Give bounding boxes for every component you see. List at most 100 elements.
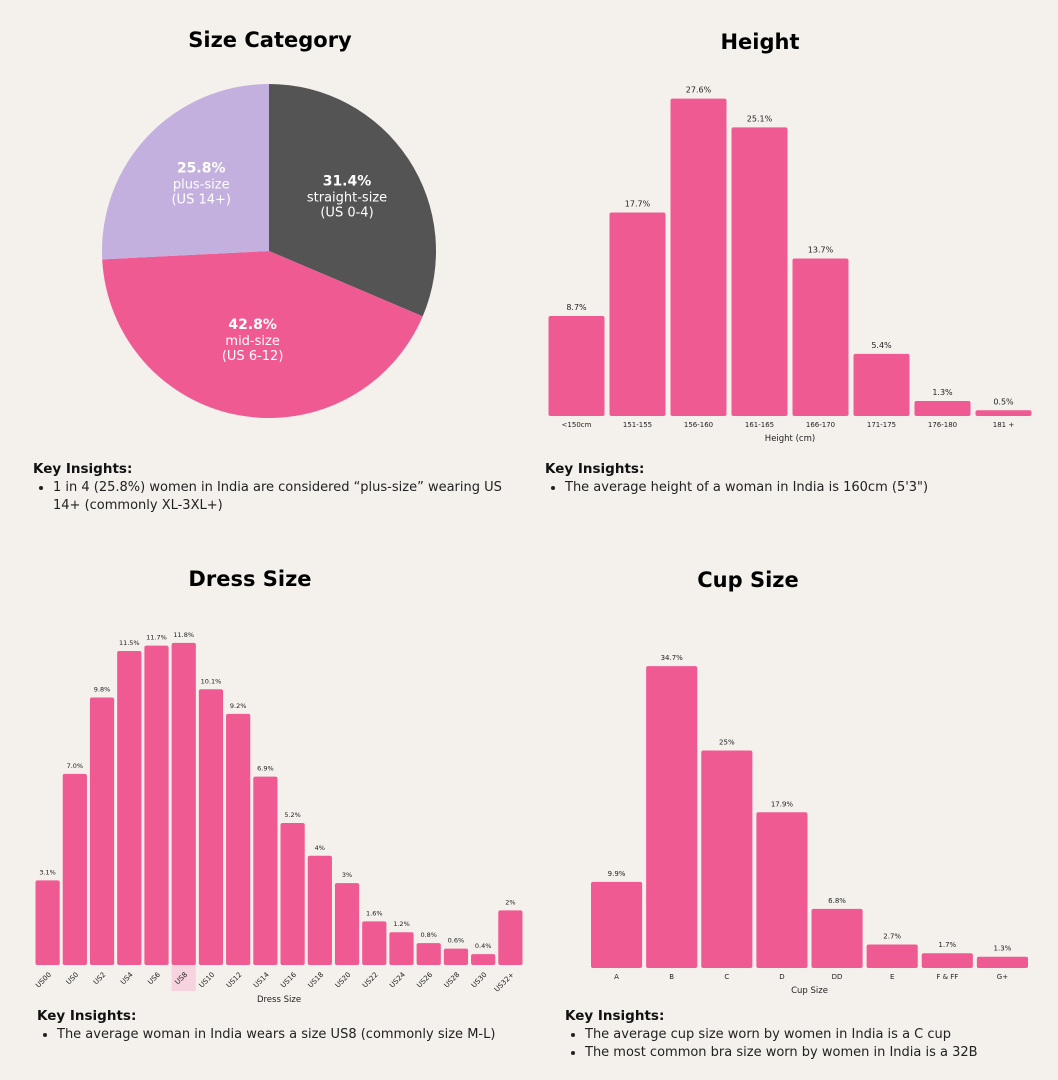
bar — [792, 258, 849, 416]
x-axis-label: Dress Size — [257, 995, 301, 1005]
x-tick-label: F & FF — [936, 973, 958, 981]
bar — [548, 315, 605, 416]
insight-item: The average height of a woman in India i… — [565, 479, 1035, 497]
bar — [62, 773, 87, 965]
insights-heading: Key Insights: — [37, 1008, 137, 1024]
insights-heading: Key Insights: — [565, 1008, 665, 1024]
pie-slice — [102, 84, 269, 260]
insights-list: The average woman in India wears a size … — [37, 1026, 537, 1044]
insights-list: The average cup size worn by women in In… — [565, 1026, 1045, 1062]
dress-size-insights: Key Insights: The average woman in India… — [37, 1008, 537, 1044]
bar-value-label: 1.7% — [938, 941, 956, 949]
bar — [976, 956, 1028, 968]
bar — [307, 855, 332, 965]
bar — [701, 750, 753, 968]
bar-value-label: 2.7% — [883, 933, 901, 941]
highlighted-category-background — [171, 965, 196, 991]
bar-value-label: 1.3% — [932, 388, 953, 397]
size-category-title: Size Category — [188, 28, 352, 52]
bar — [609, 212, 666, 416]
bar — [646, 666, 698, 968]
bar — [35, 880, 60, 965]
bar — [198, 689, 224, 965]
pie-slice — [102, 251, 423, 418]
bar-value-label: 3.1% — [39, 868, 56, 876]
bar-value-label: 0.6% — [448, 937, 465, 945]
bar — [591, 881, 643, 968]
x-tick-label: 156-160 — [684, 421, 713, 429]
bar-value-label: 1.6% — [366, 909, 383, 917]
x-tick-label: 166-170 — [806, 421, 835, 429]
insights-heading: Key Insights: — [545, 461, 645, 477]
bar — [498, 910, 523, 965]
bar — [89, 697, 115, 965]
bar-value-label: 1.3% — [994, 945, 1012, 953]
x-tick-label: 151-155 — [623, 421, 652, 429]
bar-value-label: 11.8% — [173, 631, 194, 639]
bar — [280, 823, 305, 965]
bar — [975, 410, 1032, 416]
bar-value-label: 13.7% — [808, 245, 834, 254]
x-axis-label: Height (cm) — [765, 434, 815, 444]
insights-list: The average height of a woman in India i… — [545, 479, 1035, 497]
bar-value-label: 7.0% — [67, 762, 84, 770]
bar-value-label: 17.7% — [625, 199, 651, 208]
bar — [756, 812, 808, 968]
bar-value-label: 3% — [342, 871, 352, 879]
bar — [117, 651, 142, 965]
x-tick-label: 176-180 — [928, 421, 957, 429]
bar — [866, 944, 918, 968]
bar-value-label: 0.5% — [993, 397, 1014, 406]
insight-item: 1 in 4 (25.8%) women in India are consid… — [53, 479, 528, 515]
bar-value-label: 6.9% — [257, 765, 274, 773]
bar — [914, 401, 971, 416]
bar-value-label: 9.9% — [608, 870, 626, 878]
bar — [731, 127, 788, 416]
insight-item: The most common bra size worn by women i… — [585, 1044, 1045, 1062]
bar-value-label: 9.8% — [94, 685, 111, 693]
x-tick-label: E — [890, 973, 894, 981]
bar — [226, 713, 251, 965]
x-tick-label: 171-175 — [867, 421, 896, 429]
x-tick-label: D — [779, 973, 784, 981]
x-tick-label: G+ — [997, 973, 1008, 981]
x-tick-label: C — [724, 973, 729, 981]
cup-size-insights: Key Insights: The average cup size worn … — [565, 1008, 1045, 1062]
cup-size-title: Cup Size — [697, 568, 799, 592]
bar-value-label: 0.4% — [475, 942, 492, 950]
insights-list: 1 in 4 (25.8%) women in India are consid… — [33, 479, 528, 515]
pie-slice — [269, 84, 436, 317]
bar-value-label: 34.7% — [661, 654, 684, 662]
bar-value-label: 9.2% — [230, 702, 247, 710]
bar — [334, 883, 360, 965]
bar-value-label: 4% — [315, 844, 325, 852]
bar — [471, 954, 496, 965]
bar — [144, 645, 169, 965]
bar — [853, 353, 910, 416]
bar-value-label: 25% — [719, 739, 735, 747]
x-tick-label: B — [669, 973, 674, 981]
bar-value-label: 0.8% — [420, 931, 437, 939]
bar-value-label: 11.7% — [146, 634, 167, 642]
bar — [670, 98, 727, 416]
bar-value-label: 10.1% — [201, 677, 222, 685]
x-tick-label: A — [614, 973, 619, 981]
insight-item: The average woman in India wears a size … — [57, 1026, 537, 1044]
insights-heading: Key Insights: — [33, 461, 133, 477]
bar-value-label: 6.8% — [828, 897, 846, 905]
bar-value-label: 11.5% — [119, 639, 140, 647]
height-title: Height — [720, 30, 800, 54]
pie-slice-label: 25.8% plus-size (US 14+) — [171, 161, 230, 208]
bar-value-label: 8.7% — [566, 303, 587, 312]
height-insights: Key Insights: The average height of a wo… — [545, 461, 1035, 497]
bar-value-label: 1.2% — [393, 920, 410, 928]
bar-value-label: 2% — [505, 898, 515, 906]
insight-item: The average cup size worn by women in In… — [585, 1026, 1045, 1044]
bar — [811, 908, 863, 968]
x-tick-label: <150cm — [562, 421, 592, 429]
dress-size-title: Dress Size — [188, 567, 312, 591]
bar — [171, 642, 196, 965]
bar-value-label: 25.1% — [747, 114, 773, 123]
